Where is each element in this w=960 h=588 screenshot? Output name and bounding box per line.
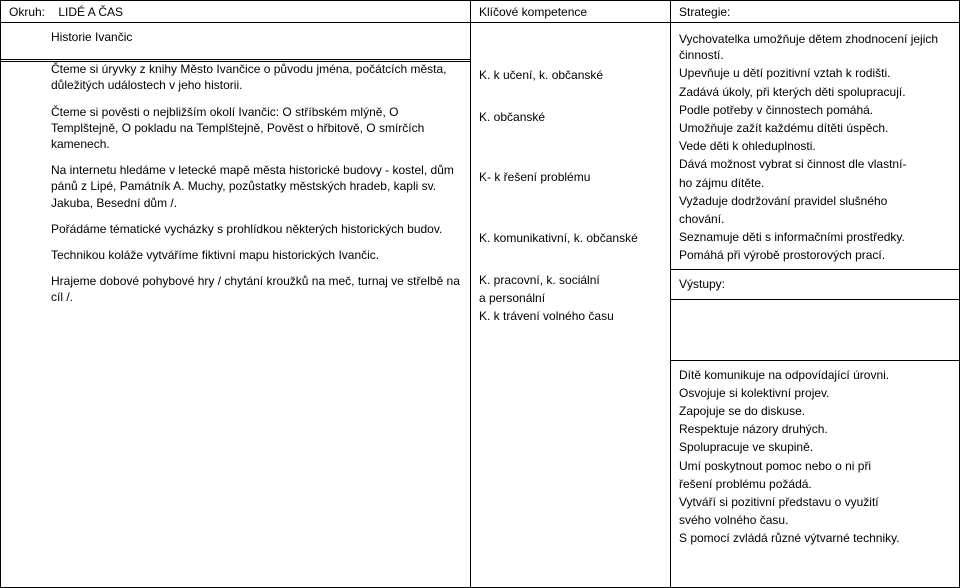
column-kompetence: Klíčové kompetence K. k učení, k. občans… xyxy=(471,1,671,587)
header-okruh-title: LIDÉ A ČAS xyxy=(58,5,123,19)
strat-s9: Vyžaduje dodržování pravidel slušného xyxy=(679,193,952,209)
header-row-1: Okruh: LIDÉ A ČAS xyxy=(1,1,470,23)
strat-s5: Umožňuje zažít každému dítěti úspěch. xyxy=(679,120,952,136)
komp-k1: K. k učení, k. občanské xyxy=(479,67,662,83)
strat-s2: Upevňuje u dětí pozitivní vztah k rodišt… xyxy=(679,65,952,81)
column-strategie: Strategie: Vychovatelka umožňuje dětem z… xyxy=(671,1,960,587)
column-okruh: Okruh: LIDÉ A ČAS Historie Ivančic Čteme… xyxy=(1,1,471,587)
komp-k4: K. komunikativní, k. občanské xyxy=(479,230,662,246)
out-o5: Spolupracuje ve skupině. xyxy=(679,439,952,455)
header-row-3: Strategie: xyxy=(671,1,960,23)
strat-s7: Dává možnost vybrat si činnost dle vlast… xyxy=(679,156,952,172)
strat-s8: ho zájmu dítěte. xyxy=(679,175,952,191)
activity-p6: Hrajeme dobové pohybové hry / chytání kr… xyxy=(51,273,462,305)
komp-k6: K. k trávení volného času xyxy=(479,308,662,324)
header-kompetence: Klíčové kompetence xyxy=(471,1,670,23)
out-o8: Vytváří si pozitivní představu o využití xyxy=(679,494,952,510)
strat-s3: Zadává úkoly, při kterých děti spoluprac… xyxy=(679,84,952,100)
strat-s11: Seznamuje děti s informačními prostředky… xyxy=(679,229,952,245)
header-strategie: Strategie: xyxy=(671,1,960,23)
document-page: Okruh: LIDÉ A ČAS Historie Ivančic Čteme… xyxy=(0,0,960,588)
strat-s4: Podle potřeby v činnostech pomáhá. xyxy=(679,102,952,118)
subtitle-historie: Historie Ivančic xyxy=(9,29,462,45)
divider-strategie-vystupy-top xyxy=(671,269,960,270)
strat-s10: chování. xyxy=(679,211,952,227)
header-row-2: Klíčové kompetence xyxy=(471,1,670,23)
divider-strategie-vystupy-bot xyxy=(671,299,960,300)
header-okruh: Okruh: LIDÉ A ČAS xyxy=(1,1,470,23)
double-rule-col1 xyxy=(1,59,471,62)
out-o9: svého volného času. xyxy=(679,512,952,528)
komp-k3: K- k řešení problému xyxy=(479,169,662,185)
activity-p4: Pořádáme tématické vycházky s prohlídkou… xyxy=(51,221,462,237)
out-o4: Respektuje názory druhých. xyxy=(679,421,952,437)
activity-p1: Čteme si úryvky z knihy Město Ivančice o… xyxy=(51,61,462,93)
out-o7: řešení problému požádá. xyxy=(679,476,952,492)
out-o2: Osvojuje si kolektivní projev. xyxy=(679,385,952,401)
out-o1: Dítě komunikuje na odpovídající úrovni. xyxy=(679,367,952,383)
activity-p2: Čteme si pověsti o nejbližším okolí Ivan… xyxy=(51,104,462,153)
vystupy-label: Výstupy: xyxy=(679,276,952,292)
header-okruh-label: Okruh: xyxy=(9,5,45,19)
komp-k2: K. občanské xyxy=(479,109,662,125)
strat-s1: Vychovatelka umožňuje dětem zhodnocení j… xyxy=(679,31,952,63)
strat-s12: Pomáhá při výrobě prostorových prací. xyxy=(679,247,952,263)
out-o10: S pomocí zvládá různé výtvarné techniky. xyxy=(679,530,952,546)
strat-s6: Vede děti k ohleduplnosti. xyxy=(679,138,952,154)
out-o3: Zapojuje se do diskuse. xyxy=(679,403,952,419)
out-o6: Umí poskytnout pomoc nebo o ni při xyxy=(679,458,952,474)
komp-k5a: K. pracovní, k. sociální xyxy=(479,272,662,288)
divider-vystupy-list xyxy=(671,360,960,361)
activity-p5: Technikou koláže vytváříme fiktivní mapu… xyxy=(51,247,462,263)
activity-p3: Na internetu hledáme v letecké mapě měst… xyxy=(51,162,462,211)
komp-k5b: a personální xyxy=(479,290,662,306)
